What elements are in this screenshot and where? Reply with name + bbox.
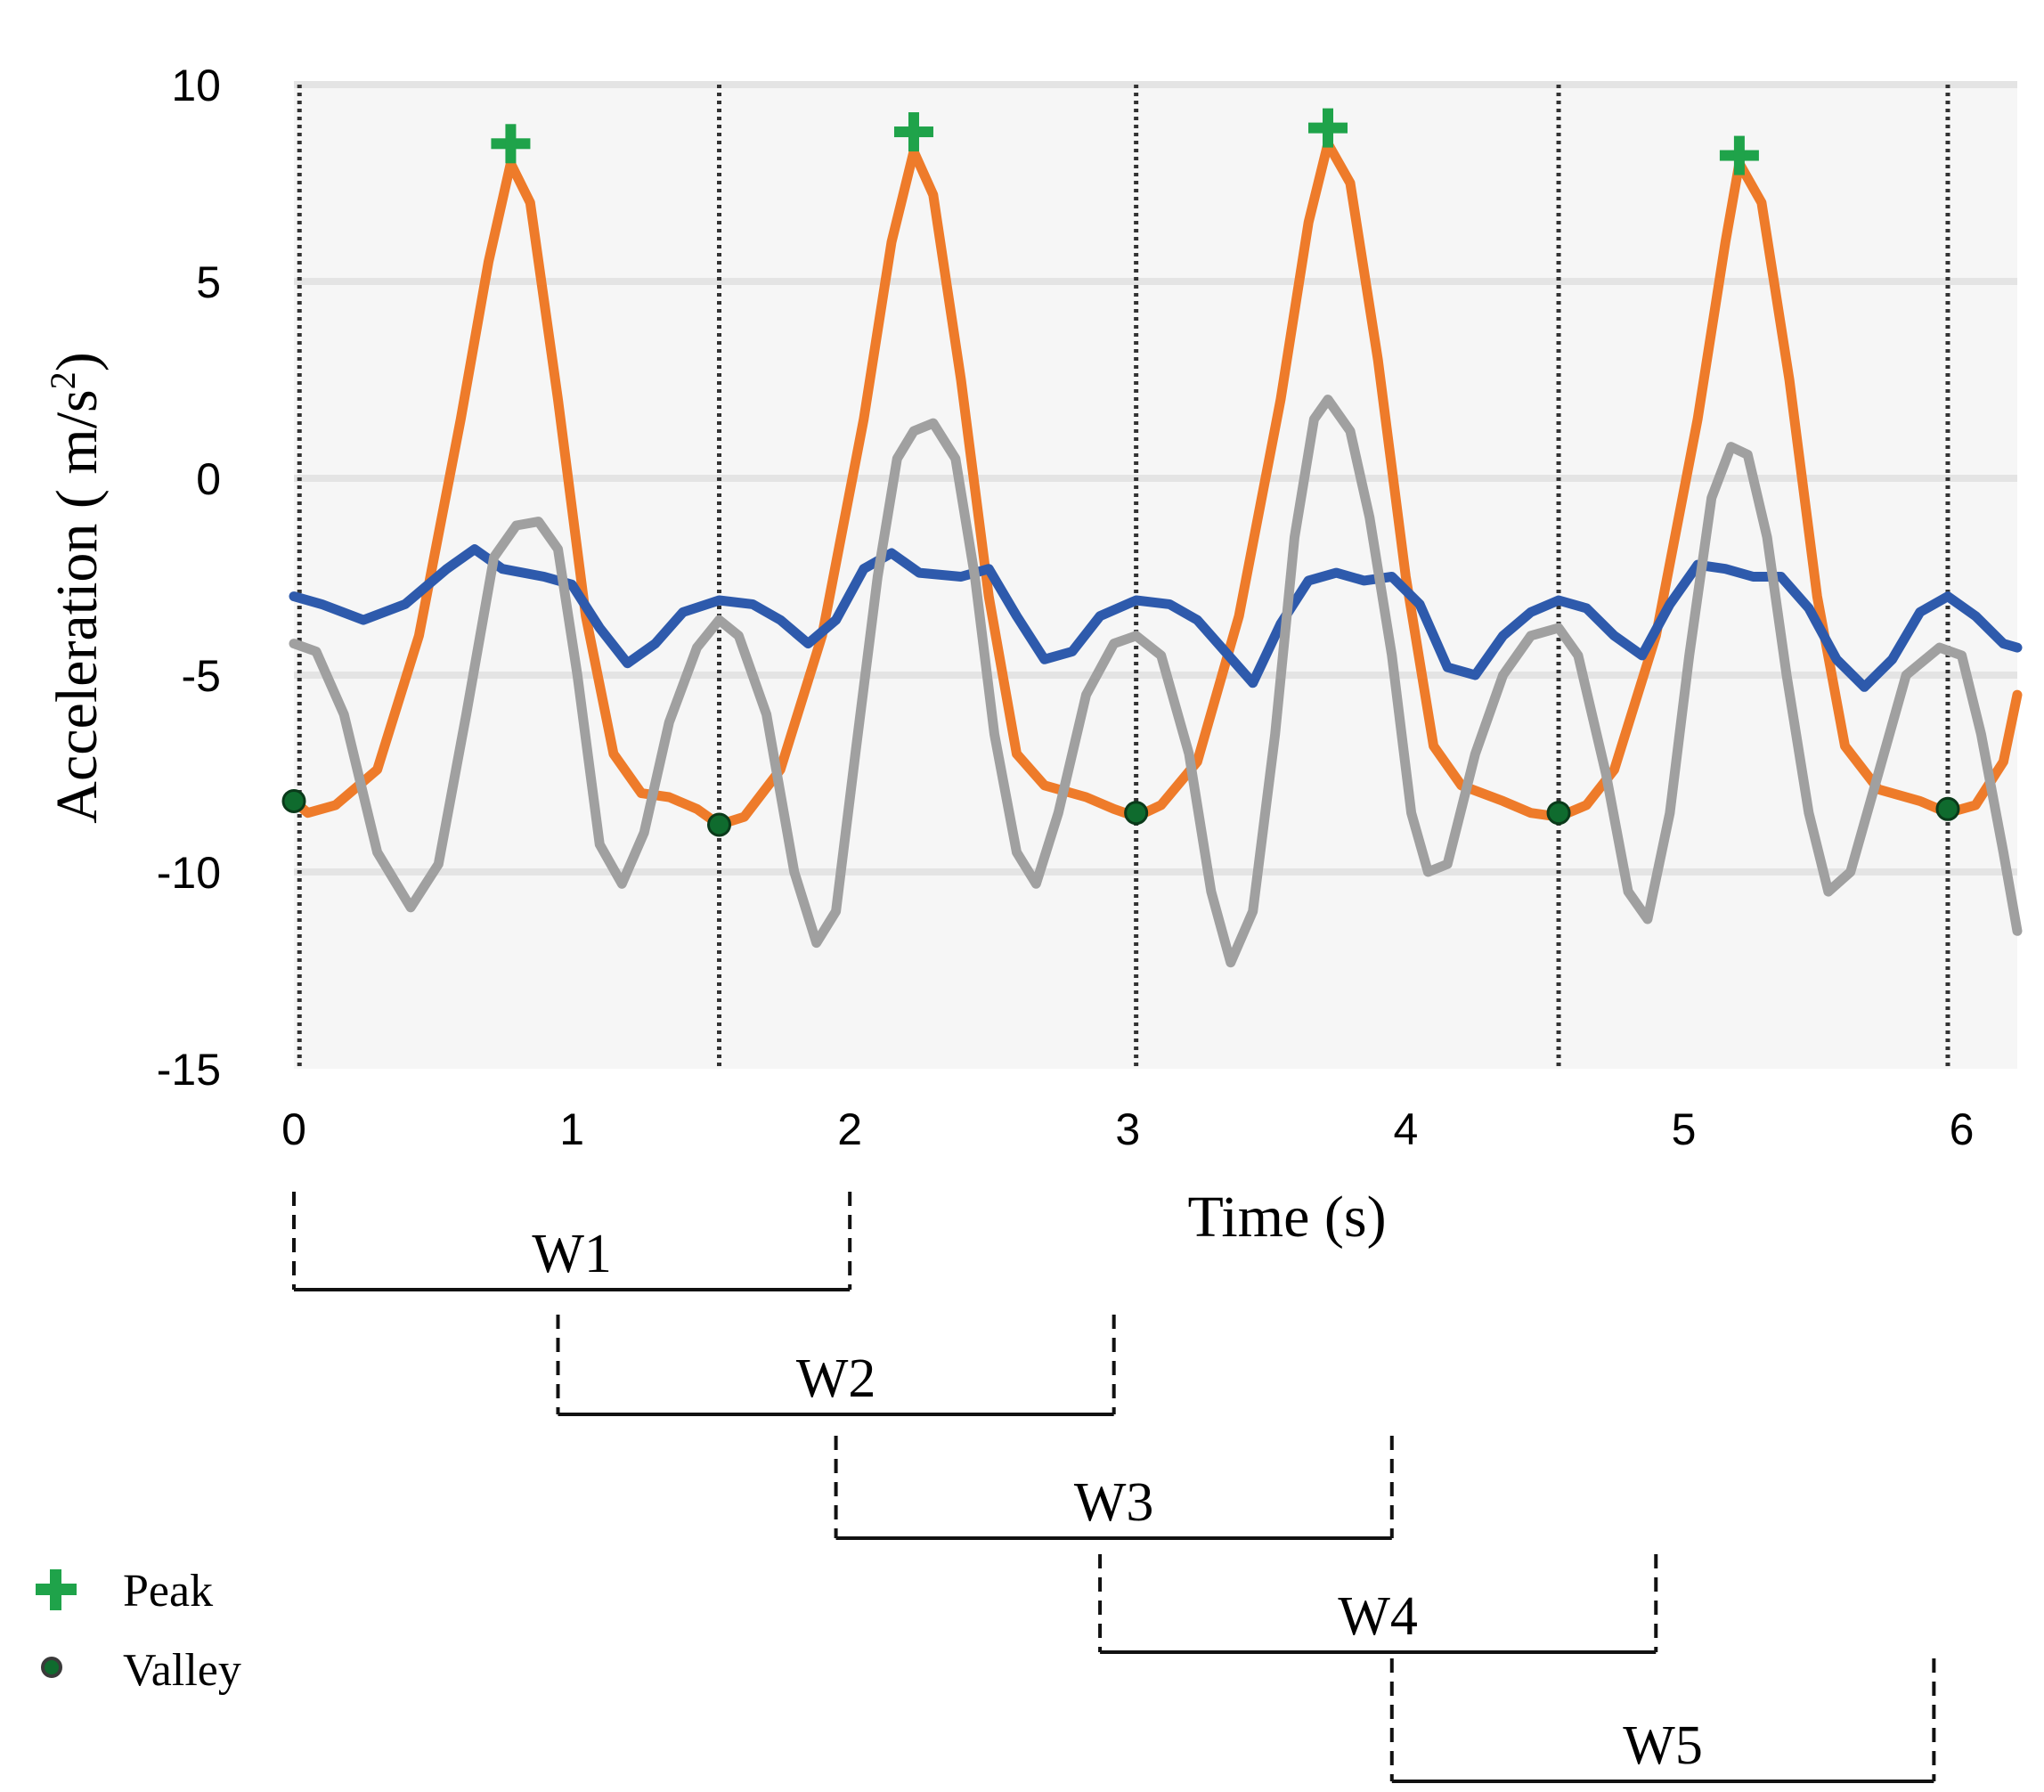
series-line-gray: [289, 395, 2023, 968]
window-w3: W3: [834, 1436, 1394, 1540]
valley-marker-2: [707, 812, 732, 837]
y-tick--5: -5: [182, 651, 221, 701]
window-w5: W5: [1389, 1658, 1936, 1783]
window-w4: W4: [1098, 1554, 1658, 1654]
window-label: W4: [1338, 1586, 1418, 1647]
window-w2: W2: [556, 1315, 1116, 1416]
series-line-blue: [289, 544, 2023, 692]
peak-marker-v: [1733, 135, 1745, 175]
peak-marker-v: [908, 112, 919, 152]
peak-marker-v: [505, 124, 517, 164]
x-tick-2: 2: [837, 1104, 862, 1154]
peak-marker-4: [1719, 135, 1759, 175]
x-tick-5: 5: [1672, 1104, 1697, 1154]
valley-marker-1: [281, 788, 306, 813]
valley-marker-4: [1546, 801, 1571, 826]
valley-marker-5: [1935, 796, 1960, 821]
x-tick-4: 4: [1393, 1104, 1418, 1154]
legend-peak-label: Peak: [123, 1566, 213, 1617]
valley-dot-icon: [41, 1657, 62, 1678]
peak-plus-icon-v: [50, 1569, 61, 1610]
y-tick--15: -15: [157, 1045, 221, 1095]
valley-marker-3: [1124, 801, 1149, 826]
window-label: W3: [1074, 1472, 1154, 1533]
peak-marker-2: [893, 112, 933, 152]
legend: Peak Valley: [36, 1566, 241, 1696]
y-tick-labels: 10 5 0 -5 -10 -15: [157, 61, 221, 1095]
x-tick-3: 3: [1115, 1104, 1140, 1154]
window-w1: W1: [292, 1192, 852, 1291]
sliding-windows: W1 W2 W3 W4 W5: [292, 1192, 1936, 1783]
legend-valley-label: Valley: [123, 1645, 241, 1696]
y-axis-title: Acceleration ( m/s2): [43, 352, 110, 823]
legend-peak-icon: [36, 1569, 77, 1610]
segment-boundaries: [297, 85, 1950, 1069]
y-tick-10: 10: [171, 61, 221, 110]
x-tick-0: 0: [281, 1104, 306, 1154]
window-label: W5: [1623, 1715, 1703, 1776]
markers: [281, 108, 1960, 837]
x-axis-title: Time (s): [1187, 1185, 1386, 1250]
peak-marker-3: [1308, 108, 1348, 148]
x-tick-labels: 0 1 2 3 4 5 6: [281, 1104, 1974, 1154]
x-tick-6: 6: [1950, 1104, 1975, 1154]
peak-marker-v: [1323, 108, 1333, 148]
y-tick--10: -10: [157, 848, 221, 898]
window-label: W2: [796, 1348, 876, 1409]
y-tick-5: 5: [196, 257, 221, 307]
y-tick-0: 0: [196, 454, 221, 504]
peak-marker-1: [491, 124, 531, 164]
window-label: W1: [532, 1224, 612, 1284]
x-tick-1: 1: [559, 1104, 584, 1154]
